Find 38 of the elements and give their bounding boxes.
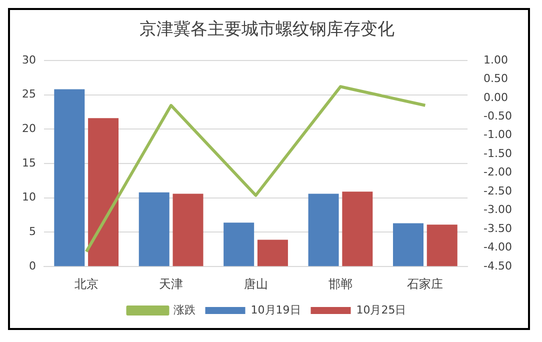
y-tick-label: 10 [22, 190, 36, 204]
bar [224, 222, 254, 266]
y-tick-label: 0 [28, 259, 36, 272]
y2-tick-label: -2.00 [484, 166, 512, 179]
bar [138, 192, 170, 266]
y-tick-label: 30 [22, 53, 36, 66]
bar [342, 192, 373, 266]
y2-tick-label: 0.00 [484, 90, 508, 104]
y-tick-label: 5 [28, 225, 36, 238]
x-tick-label: 石家庄 [407, 276, 444, 291]
y2-tick-label: 0.50 [484, 72, 508, 86]
y-tick-label: 25 [22, 88, 36, 101]
x-tick-label: 天津 [159, 276, 184, 291]
y2-tick-label: -3.50 [484, 222, 512, 235]
y2-tick-label: 1.00 [484, 53, 508, 66]
bar [88, 118, 119, 266]
chart-title: 京津冀各主要城市螺纹钢库存变化 [140, 20, 394, 40]
bar [172, 194, 204, 266]
bar [54, 89, 85, 266]
y2-tick-label: -4.50 [484, 259, 512, 272]
x-tick-label: 北京 [74, 276, 98, 291]
y2-tick-label: -1.00 [484, 128, 512, 142]
y2-tick-label: -2.50 [484, 184, 512, 198]
x-tick-label: 唐山 [244, 276, 268, 291]
y2-tick-label: -1.50 [484, 146, 512, 160]
legend-label: 10月19日 [250, 303, 301, 316]
y2-tick-label: -0.50 [484, 109, 512, 122]
y-tick-label: 20 [22, 122, 36, 135]
legend-label: 10月25日 [356, 303, 406, 316]
bar [308, 194, 339, 266]
bar [257, 240, 288, 266]
y2-tick-label: -3.00 [484, 203, 512, 216]
y-tick-label: 15 [22, 156, 36, 170]
x-tick-label: 邯郸 [328, 276, 352, 291]
y2-tick-label: -4.00 [484, 240, 512, 254]
bar [392, 223, 424, 266]
bar [426, 224, 458, 266]
legend-label: 涨跌 [173, 303, 196, 316]
